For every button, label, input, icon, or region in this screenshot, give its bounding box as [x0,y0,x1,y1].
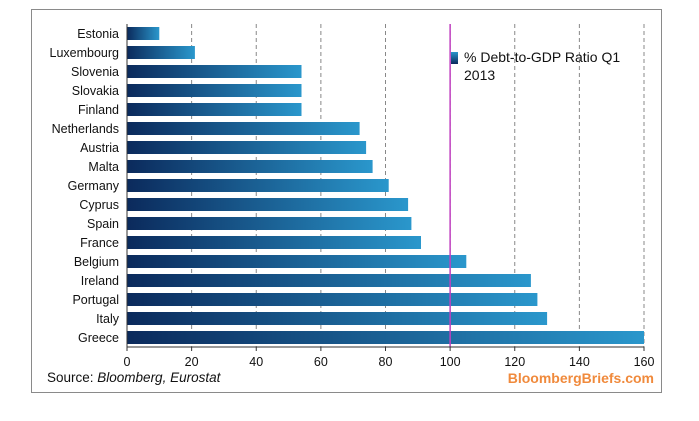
x-tick-label: 120 [504,355,525,369]
x-tick-label: 80 [379,355,393,369]
legend-label-line2: 2013 [464,67,495,83]
category-labels: Estonia Luxembourg Slovenia Slovakia Finland… [50,27,120,345]
category-label: Luxembourg [50,46,120,60]
bar-italy [127,312,548,325]
bar-slovakia [127,84,302,97]
x-tick-labels: 0 20 40 60 80 100 120 140 160 [124,347,655,369]
bar-finland [127,103,302,116]
source-names: Bloomberg, Eurostat [97,370,221,385]
source-prefix: Source: [47,370,97,385]
category-label: Ireland [81,274,119,288]
category-label: Netherlands [52,122,119,136]
bar-estonia [127,27,160,40]
x-tick-label: 160 [634,355,655,369]
x-tick-label: 60 [314,355,328,369]
bar-cyprus [127,198,409,211]
bar-belgium [127,255,467,268]
legend-label-line1: % Debt-to-GDP Ratio Q1 [464,49,620,65]
bar-austria [127,141,367,154]
bar-malta [127,160,373,173]
category-label: Malta [88,160,119,174]
category-label: Slovakia [72,84,119,98]
bar-france [127,236,421,249]
bar-luxembourg [127,46,195,59]
x-tick-label: 40 [249,355,263,369]
brand-watermark: BloombergBriefs.com [508,370,654,386]
x-tick-label: 20 [185,355,199,369]
x-tick-label: 140 [569,355,590,369]
bar-netherlands [127,122,360,135]
category-label: Austria [80,141,119,155]
source-note: Source: Bloomberg, Eurostat [47,370,222,385]
category-label: Germany [68,179,120,193]
bar-portugal [127,293,538,306]
category-label: Spain [87,217,119,231]
category-label: Estonia [77,27,119,41]
bar-spain [127,217,412,230]
chart-frame: Estonia Luxembourg Slovenia Slovakia Finland… [31,9,662,393]
bar-ireland [127,274,531,287]
category-label: Portugal [72,293,119,307]
legend-swatch [451,52,458,64]
legend: % Debt-to-GDP Ratio Q1 2013 [451,49,620,83]
category-label: Cyprus [79,198,119,212]
bar-slovenia [127,65,302,78]
category-label: Slovenia [71,65,119,79]
category-label: Belgium [74,255,119,269]
category-label: Greece [78,331,119,345]
x-tick-label: 0 [124,355,131,369]
category-label: Finland [78,103,119,117]
category-label: Italy [96,312,120,326]
bar-germany [127,179,389,192]
bar-greece [127,331,644,344]
bar-chart: Estonia Luxembourg Slovenia Slovakia Finland… [47,24,655,386]
x-tick-label: 100 [440,355,461,369]
bars [127,27,644,344]
category-label: France [80,236,119,250]
